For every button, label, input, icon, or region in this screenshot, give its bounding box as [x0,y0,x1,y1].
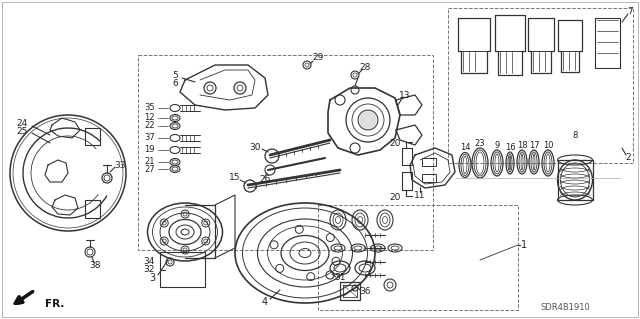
Text: 38: 38 [89,261,100,270]
Text: 15: 15 [229,174,241,182]
Bar [422,174,436,182]
Text: 17: 17 [529,140,540,150]
Text: 19: 19 [145,145,155,154]
Text: 23: 23 [475,138,485,147]
Text: 20: 20 [389,194,401,203]
Text: 20: 20 [389,138,401,147]
Text: 28: 28 [359,63,371,72]
Text: 27: 27 [145,165,155,174]
Bar [561,51,579,72]
Text: 30: 30 [249,144,260,152]
Text: 8: 8 [572,130,578,139]
Text: 5: 5 [172,70,178,79]
Text: 29: 29 [312,54,324,63]
Text: 13: 13 [399,91,411,100]
Bar [422,158,436,166]
Text: 32: 32 [143,265,155,275]
Text: 4: 4 [262,297,268,307]
Text: 16: 16 [505,143,515,152]
Text: 33: 33 [115,160,125,169]
Bar [498,51,522,75]
Bar [318,205,518,310]
Text: 10: 10 [543,140,553,150]
Bar [558,160,593,200]
Text: 26: 26 [259,175,271,184]
Text: FR.: FR. [45,299,65,309]
Bar [595,18,620,68]
Text: 22: 22 [145,122,155,130]
Text: 11: 11 [414,190,426,199]
Text: 24: 24 [17,118,28,128]
Text: 7: 7 [627,8,633,17]
Text: 14: 14 [460,144,470,152]
Bar [531,51,551,73]
Bar [461,51,487,73]
Text: 31: 31 [334,273,346,283]
Bar [138,55,433,250]
Text: 36: 36 [359,286,371,295]
Text: 18: 18 [516,140,527,150]
Text: 37: 37 [144,133,155,143]
Text: 21: 21 [145,158,155,167]
Text: 3: 3 [149,273,155,283]
Text: 1: 1 [521,240,527,250]
Text: 2: 2 [625,153,631,162]
Text: 35: 35 [145,103,155,113]
Circle shape [358,110,378,130]
Text: 12: 12 [145,114,155,122]
Bar [448,8,633,163]
Text: SDR4B1910: SDR4B1910 [540,303,590,313]
Bar [160,252,205,287]
Text: 25: 25 [16,127,28,136]
Text: 34: 34 [143,257,155,266]
Text: 9: 9 [494,140,500,150]
Text: 6: 6 [172,78,178,87]
